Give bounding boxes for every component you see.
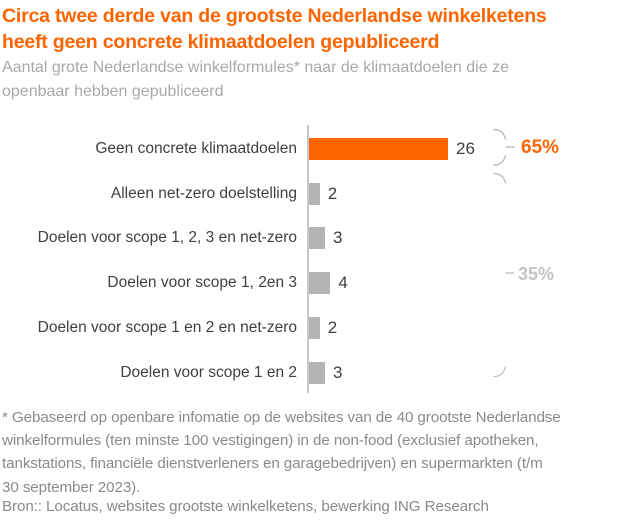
value-label: 26 xyxy=(456,139,475,158)
bar-row: Doelen voor scope 1, 2, 3 en net-zero 3 xyxy=(0,227,626,250)
share-35-label: 35% xyxy=(518,264,555,284)
category-label: Doelen voor scope 1, 2, 3 en net-zero xyxy=(37,229,297,247)
bar xyxy=(309,316,320,339)
footnote: * Gebaseerd op openbare infomatie op de … xyxy=(2,409,561,496)
bar xyxy=(309,182,320,205)
value-label: 3 xyxy=(333,228,343,248)
bar xyxy=(309,272,331,295)
bar xyxy=(309,138,448,160)
category-label: Doelen voor scope 1 en 2 xyxy=(120,363,297,381)
category-label: Doelen voor scope 1 en 2 en net-zero xyxy=(37,318,297,336)
source-line: Bron:: Locatus, websites grootste winkel… xyxy=(2,498,489,515)
bar-chart: Geen concrete klimaatdoelen 26 Alleen ne… xyxy=(0,125,626,393)
bar-row: Doelen voor scope 1 en 2 3 xyxy=(0,361,626,384)
value-label: 2 xyxy=(327,317,338,337)
bar xyxy=(309,361,326,384)
bar-row: Doelen voor scope 1 en 2 en net-zero 2 xyxy=(0,316,626,339)
category-label: Alleen net-zero doelstelling xyxy=(110,184,297,202)
category-label: Doelen voor scope 1, 2en 3 xyxy=(107,274,297,292)
value-label: 3 xyxy=(333,362,343,382)
share-65-label: 65% xyxy=(521,137,560,158)
chart-subtitle: Aantal grote Nederlandse winkelformules*… xyxy=(2,59,509,100)
bar-row: Doelen voor scope 1, 2en 3 4 xyxy=(0,272,626,295)
bar-row: Geen concrete klimaatdoelen 26 xyxy=(0,138,626,160)
bar xyxy=(309,227,326,250)
bar-row: Alleen net-zero doelstelling 2 xyxy=(0,182,626,205)
value-label: 2 xyxy=(327,183,338,203)
category-label: Geen concrete klimaatdoelen xyxy=(95,140,297,157)
y-axis-line xyxy=(307,125,309,393)
value-label: 4 xyxy=(338,273,348,293)
page-title: Circa twee derde van de grootste Nederla… xyxy=(2,5,547,53)
